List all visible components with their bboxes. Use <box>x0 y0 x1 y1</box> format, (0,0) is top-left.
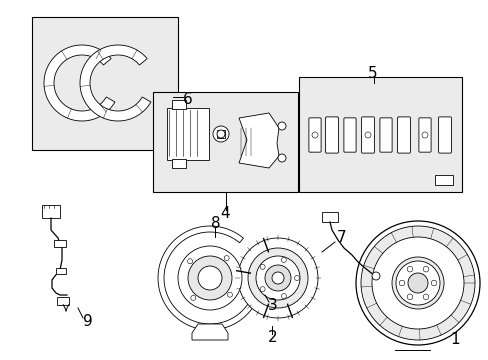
Polygon shape <box>44 45 115 121</box>
Circle shape <box>260 287 264 292</box>
Circle shape <box>247 248 307 308</box>
Text: 2: 2 <box>267 330 277 346</box>
Circle shape <box>260 264 264 269</box>
Circle shape <box>311 132 317 138</box>
Circle shape <box>364 132 370 138</box>
Circle shape <box>430 280 436 286</box>
Circle shape <box>264 265 290 291</box>
Circle shape <box>238 238 317 318</box>
Circle shape <box>278 154 285 162</box>
FancyBboxPatch shape <box>325 117 338 153</box>
FancyBboxPatch shape <box>418 118 430 152</box>
FancyBboxPatch shape <box>397 117 409 153</box>
Circle shape <box>407 273 427 293</box>
Circle shape <box>256 256 299 300</box>
Circle shape <box>217 130 224 138</box>
Circle shape <box>407 294 412 300</box>
FancyBboxPatch shape <box>343 118 355 152</box>
Circle shape <box>407 266 412 272</box>
Circle shape <box>391 257 443 309</box>
Circle shape <box>398 280 404 286</box>
Circle shape <box>355 221 479 345</box>
Bar <box>56 268 66 274</box>
Circle shape <box>278 122 285 130</box>
Bar <box>167 108 208 160</box>
Circle shape <box>421 132 427 138</box>
Polygon shape <box>192 324 227 340</box>
Text: 3: 3 <box>267 298 277 314</box>
Circle shape <box>422 294 428 300</box>
Text: 6: 6 <box>183 93 192 108</box>
Circle shape <box>294 275 299 280</box>
Polygon shape <box>80 45 151 121</box>
FancyBboxPatch shape <box>361 117 374 153</box>
Bar <box>321 212 337 222</box>
Bar <box>172 100 185 109</box>
FancyBboxPatch shape <box>438 117 450 153</box>
Circle shape <box>227 292 232 297</box>
FancyBboxPatch shape <box>308 118 321 152</box>
Bar <box>42 205 60 218</box>
Circle shape <box>190 296 195 300</box>
FancyBboxPatch shape <box>379 118 391 152</box>
Polygon shape <box>239 113 279 168</box>
Bar <box>57 297 69 305</box>
Bar <box>32 17 178 150</box>
Bar <box>298 77 461 192</box>
Circle shape <box>271 272 284 284</box>
Circle shape <box>422 266 428 272</box>
Circle shape <box>281 293 286 298</box>
Polygon shape <box>158 226 262 330</box>
Circle shape <box>360 226 474 340</box>
Circle shape <box>371 237 463 329</box>
Circle shape <box>281 257 286 262</box>
Text: 7: 7 <box>336 230 346 246</box>
Text: 8: 8 <box>210 216 220 230</box>
Text: 5: 5 <box>367 67 377 81</box>
Circle shape <box>187 259 192 264</box>
Circle shape <box>395 261 439 305</box>
Bar <box>172 159 185 168</box>
Circle shape <box>187 256 231 300</box>
Text: 4: 4 <box>220 206 229 220</box>
Bar <box>153 92 297 192</box>
Bar <box>54 240 66 247</box>
Circle shape <box>224 256 229 261</box>
Circle shape <box>213 126 228 142</box>
Circle shape <box>178 246 242 310</box>
Bar <box>434 175 452 185</box>
Text: 1: 1 <box>449 333 459 347</box>
Circle shape <box>371 272 379 280</box>
Text: 9: 9 <box>83 315 93 329</box>
Circle shape <box>198 266 222 290</box>
Bar <box>217 130 224 138</box>
